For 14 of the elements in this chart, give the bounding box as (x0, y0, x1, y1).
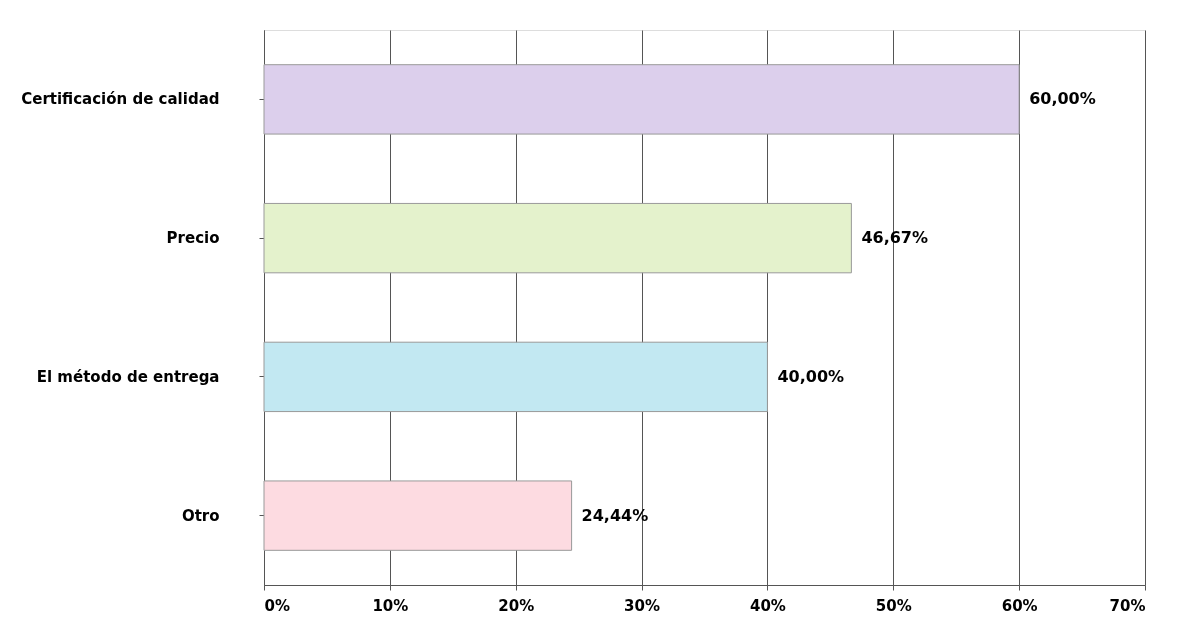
x-tick-label: 70% (1109, 596, 1146, 615)
y-tick-label: Certificación de calidad (21, 90, 220, 109)
x-tick-label: 40% (749, 596, 786, 615)
y-tick-label: Otro (181, 506, 220, 525)
x-tick-label: 0% (264, 596, 290, 615)
data-label: 40,00% (777, 366, 845, 386)
y-tick-label: El método de entrega (36, 367, 220, 386)
x-tick-label: 60% (1001, 596, 1038, 615)
y-tick-label: Precio (166, 229, 220, 248)
x-tick-label: 10% (372, 596, 409, 615)
x-tick-label: 30% (624, 596, 661, 615)
x-tick-label: 50% (875, 596, 912, 615)
data-label: 60,00% (1029, 89, 1096, 109)
x-tick-label: 20% (498, 596, 535, 615)
